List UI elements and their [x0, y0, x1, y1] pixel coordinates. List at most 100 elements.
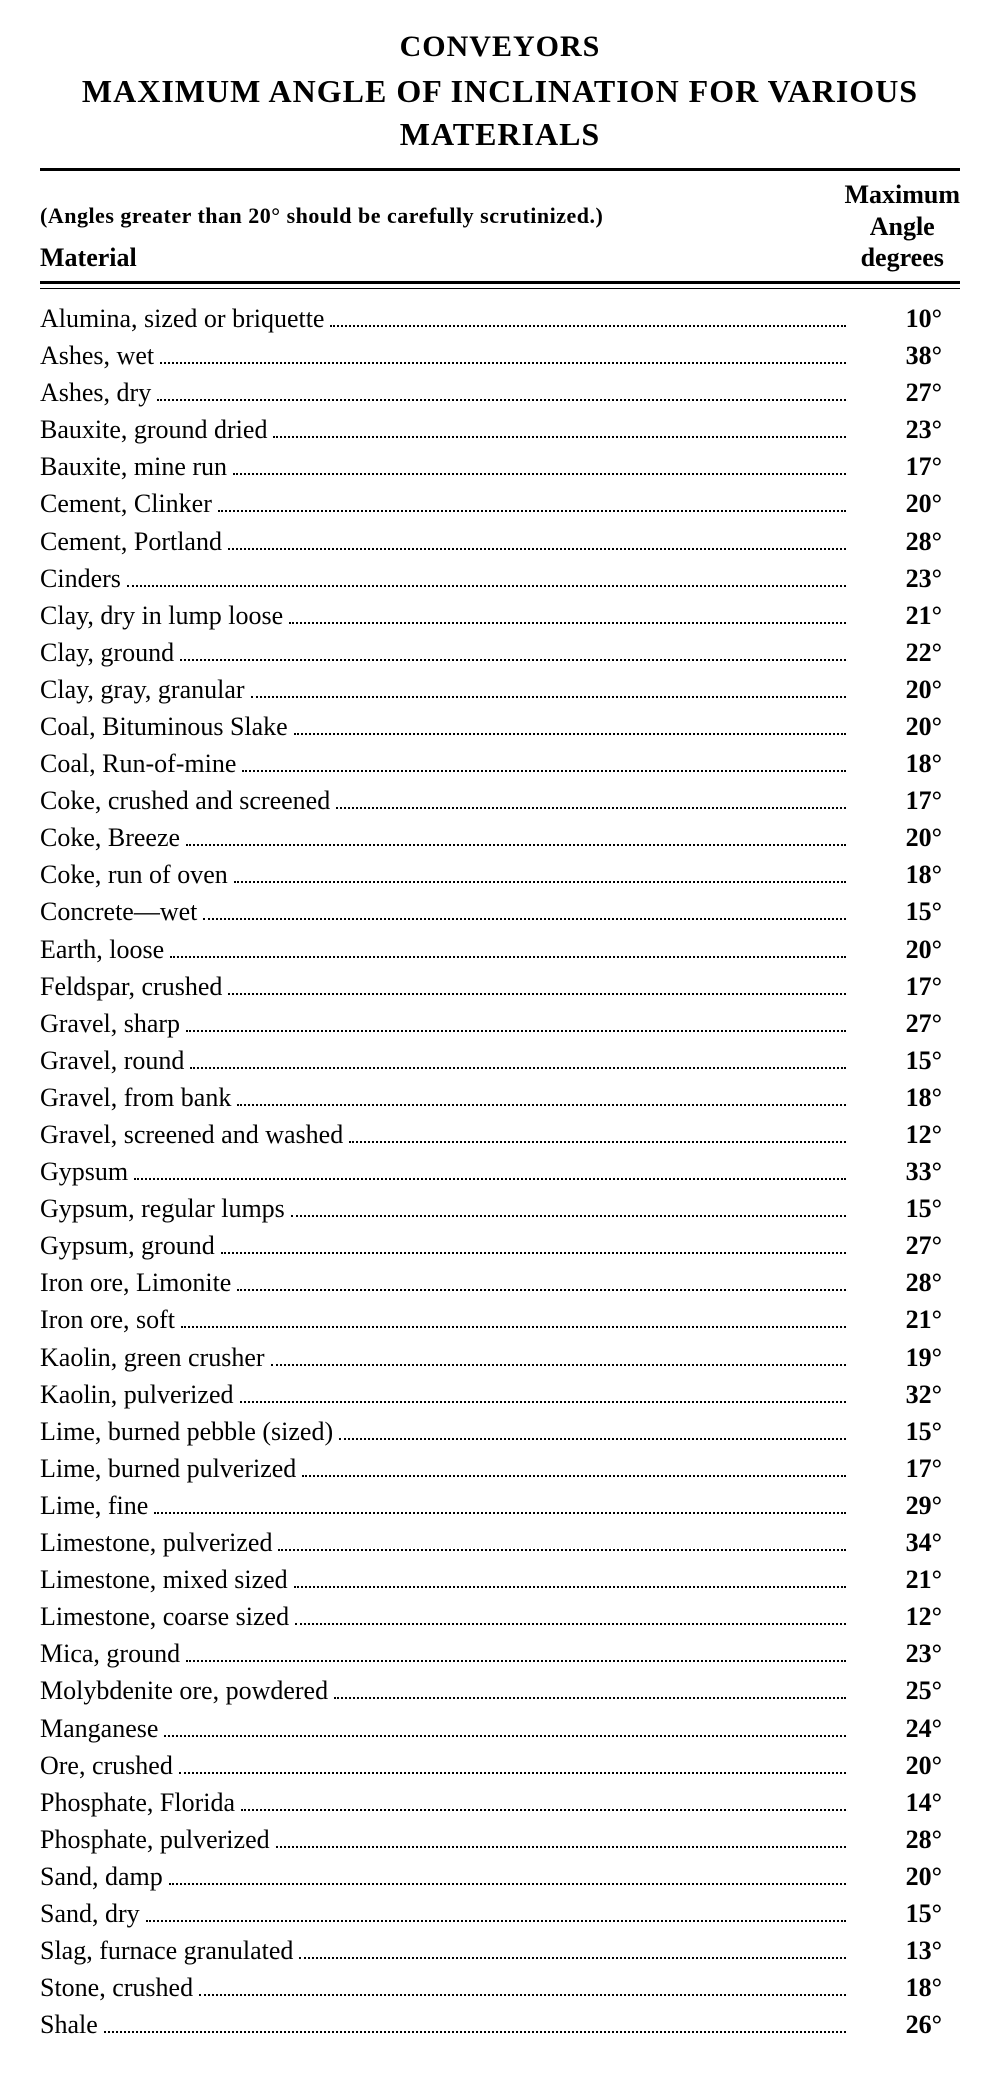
material-name: Concrete—wet [40, 894, 197, 929]
leader-dots [154, 1489, 846, 1514]
leader-dots [240, 1377, 847, 1402]
leader-dots [234, 858, 846, 883]
table-row: Clay, dry in lump loose21° [40, 598, 960, 633]
angle-value: 32° [852, 1377, 960, 1412]
material-name: Bauxite, mine run [40, 449, 227, 484]
leader-dots [179, 1748, 846, 1773]
material-name: Stone, crushed [40, 1970, 193, 2005]
angle-value: 27° [852, 1006, 960, 1041]
table-row: Bauxite, ground dried23° [40, 412, 960, 447]
angle-value: 18° [852, 1970, 960, 2005]
material-name: Coke, run of oven [40, 857, 228, 892]
material-name: Gravel, screened and washed [40, 1117, 343, 1152]
leader-dots [199, 1971, 846, 1996]
table-row: Gypsum, ground27° [40, 1228, 960, 1263]
leader-dots [237, 1081, 846, 1106]
angle-value: 15° [852, 1414, 960, 1449]
material-name: Cement, Portland [40, 524, 222, 559]
angle-value: 12° [852, 1599, 960, 1634]
leader-dots [289, 598, 846, 623]
material-name: Iron ore, soft [40, 1302, 175, 1337]
material-name: Coal, Run-of-mine [40, 746, 236, 781]
table-row: Limestone, coarse sized12° [40, 1599, 960, 1634]
material-name: Lime, burned pulverized [40, 1451, 296, 1486]
material-name: Sand, damp [40, 1859, 163, 1894]
table-row: Lime, fine29° [40, 1488, 960, 1523]
angle-value: 18° [852, 746, 960, 781]
table-row: Ashes, wet38° [40, 338, 960, 373]
angle-value: 20° [852, 1748, 960, 1783]
leader-dots [170, 932, 846, 957]
leader-dots [228, 524, 846, 549]
material-name: Earth, loose [40, 932, 164, 967]
angle-value: 34° [852, 1525, 960, 1560]
angle-value: 21° [852, 1562, 960, 1597]
leader-dots [127, 561, 846, 586]
angle-value: 15° [852, 1191, 960, 1226]
material-name: Kaolin, green crusher [40, 1340, 265, 1375]
angle-value: 28° [852, 1822, 960, 1857]
table-row: Mica, ground23° [40, 1636, 960, 1671]
table-row: Molybdenite ore, powdered25° [40, 1673, 960, 1708]
table-row: Ore, crushed20° [40, 1748, 960, 1783]
table-row: Gypsum33° [40, 1154, 960, 1189]
angle-value: 25° [852, 1673, 960, 1708]
leader-dots [330, 302, 846, 327]
table-row: Kaolin, pulverized32° [40, 1377, 960, 1412]
table-row: Gravel, screened and washed12° [40, 1117, 960, 1152]
leader-dots [186, 1006, 846, 1031]
material-name: Shale [40, 2007, 98, 2042]
table-row: Manganese24° [40, 1711, 960, 1746]
material-name: Feldspar, crushed [40, 969, 222, 1004]
leader-dots [336, 784, 846, 809]
leader-dots [291, 1192, 846, 1217]
column-header-angle: Maximum Angle degrees [844, 179, 960, 273]
material-name: Lime, fine [40, 1488, 148, 1523]
material-name: Gravel, from bank [40, 1080, 231, 1115]
material-name: Phosphate, pulverized [40, 1822, 270, 1857]
angle-value: 21° [852, 1302, 960, 1337]
angle-value: 23° [852, 1636, 960, 1671]
material-name: Gravel, round [40, 1043, 184, 1078]
table-row: Clay, ground22° [40, 635, 960, 670]
angle-value: 17° [852, 1451, 960, 1486]
leader-dots [299, 1934, 846, 1959]
angle-label-line3: degrees [844, 242, 960, 273]
table-row: Phosphate, Florida14° [40, 1785, 960, 1820]
leader-dots [294, 710, 846, 735]
leader-dots [233, 450, 846, 475]
page-title-2: MAXIMUM ANGLE OF INCLINATION FOR VARIOUS… [40, 70, 960, 156]
angle-value: 14° [852, 1785, 960, 1820]
leader-dots [181, 1303, 846, 1328]
material-name: Clay, gray, granular [40, 672, 245, 707]
table-row: Clay, gray, granular20° [40, 672, 960, 707]
table-row: Lime, burned pebble (sized)15° [40, 1414, 960, 1449]
material-name: Gypsum, regular lumps [40, 1191, 285, 1226]
table-row: Limestone, mixed sized21° [40, 1562, 960, 1597]
table-row: Coke, crushed and screened17° [40, 783, 960, 818]
leader-dots [228, 969, 846, 994]
table-row: Coke, Breeze20° [40, 820, 960, 855]
angle-value: 15° [852, 1043, 960, 1078]
leader-dots [157, 376, 846, 401]
leader-dots [349, 1118, 846, 1143]
material-name: Coke, Breeze [40, 820, 180, 855]
leader-dots [251, 672, 846, 697]
table-row: Concrete—wet15° [40, 894, 960, 929]
leader-dots [221, 1229, 846, 1254]
top-rule [40, 168, 960, 171]
table-row: Sand, damp 20° [40, 1859, 960, 1894]
table-row: Ashes, dry27° [40, 375, 960, 410]
angle-value: 26° [852, 2007, 960, 2042]
table-row: Coal, Run-of-mine 18° [40, 746, 960, 781]
material-name: Clay, ground [40, 635, 174, 670]
angle-value: 17° [852, 969, 960, 1004]
material-name: Ashes, dry [40, 375, 151, 410]
angle-value: 28° [852, 524, 960, 559]
angle-value: 20° [852, 1859, 960, 1894]
table-row: Bauxite, mine run17° [40, 449, 960, 484]
angle-value: 28° [852, 1265, 960, 1300]
angle-value: 33° [852, 1154, 960, 1189]
table-row: Gravel, sharp 27° [40, 1006, 960, 1041]
material-name: Gravel, sharp [40, 1006, 180, 1041]
